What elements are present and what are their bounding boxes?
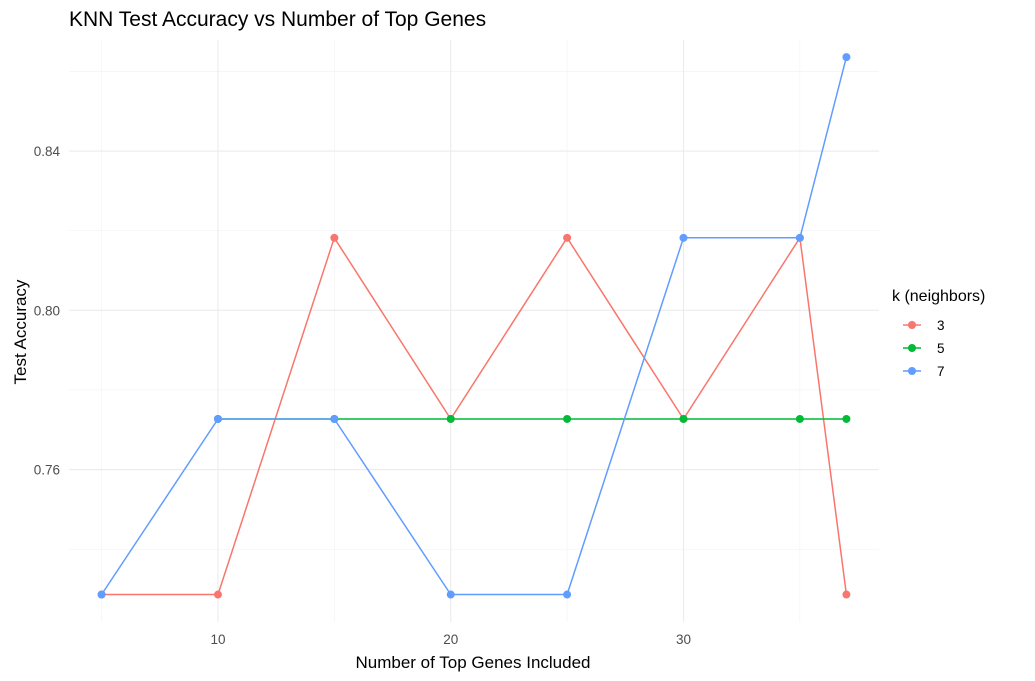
data-point-3 — [330, 233, 339, 242]
x-axis-title: Number of Top Genes Included — [356, 653, 591, 672]
y-tick-label: 0.84 — [34, 144, 61, 159]
y-tick-label: 0.80 — [34, 303, 60, 318]
data-point-7 — [213, 414, 222, 423]
legend-items: 3 5 7 — [903, 318, 945, 379]
data-point-5 — [446, 414, 455, 423]
data-point-3 — [842, 590, 851, 599]
chart-title: KNN Test Accuracy vs Number of Top Genes — [69, 8, 486, 31]
data-point-3 — [213, 590, 222, 599]
x-tick-label: 10 — [210, 632, 225, 647]
legend-item-5: 5 — [903, 341, 945, 356]
data-point-5 — [795, 414, 804, 423]
y-tick-label: 0.76 — [34, 463, 60, 478]
series-line-3 — [101, 237, 848, 596]
x-tick-label: 20 — [443, 632, 458, 647]
legend-key-point — [908, 344, 916, 352]
x-tick-label: 30 — [676, 632, 691, 647]
legend-label: 7 — [937, 364, 945, 379]
data-point-7 — [563, 590, 572, 599]
series-layer — [97, 53, 851, 599]
data-point-7 — [446, 590, 455, 599]
data-point-5 — [842, 414, 851, 423]
data-point-5 — [563, 414, 572, 423]
legend-key-point — [908, 367, 916, 375]
data-point-7 — [330, 414, 339, 423]
legend-item-3: 3 — [903, 318, 945, 333]
legend-key-point — [908, 321, 916, 329]
legend-label: 5 — [937, 341, 945, 356]
legend-item-7: 7 — [903, 364, 945, 379]
legend-title: k (neighbors) — [892, 288, 985, 305]
series-7 — [97, 53, 851, 599]
data-point-7 — [679, 233, 688, 242]
data-point-7 — [842, 53, 851, 62]
data-point-3 — [563, 233, 572, 242]
data-point-7 — [795, 233, 804, 242]
legend-label: 3 — [937, 318, 945, 333]
grid-lines — [69, 40, 879, 622]
data-point-7 — [97, 590, 106, 599]
y-axis-title: Test Accuracy — [11, 279, 30, 384]
series-line-7 — [100, 56, 848, 596]
legend: k (neighbors) 3 5 7 — [892, 288, 985, 379]
tick-labels: 10 20 30 0.76 0.80 0.84 — [34, 144, 691, 647]
data-point-5 — [679, 414, 688, 423]
